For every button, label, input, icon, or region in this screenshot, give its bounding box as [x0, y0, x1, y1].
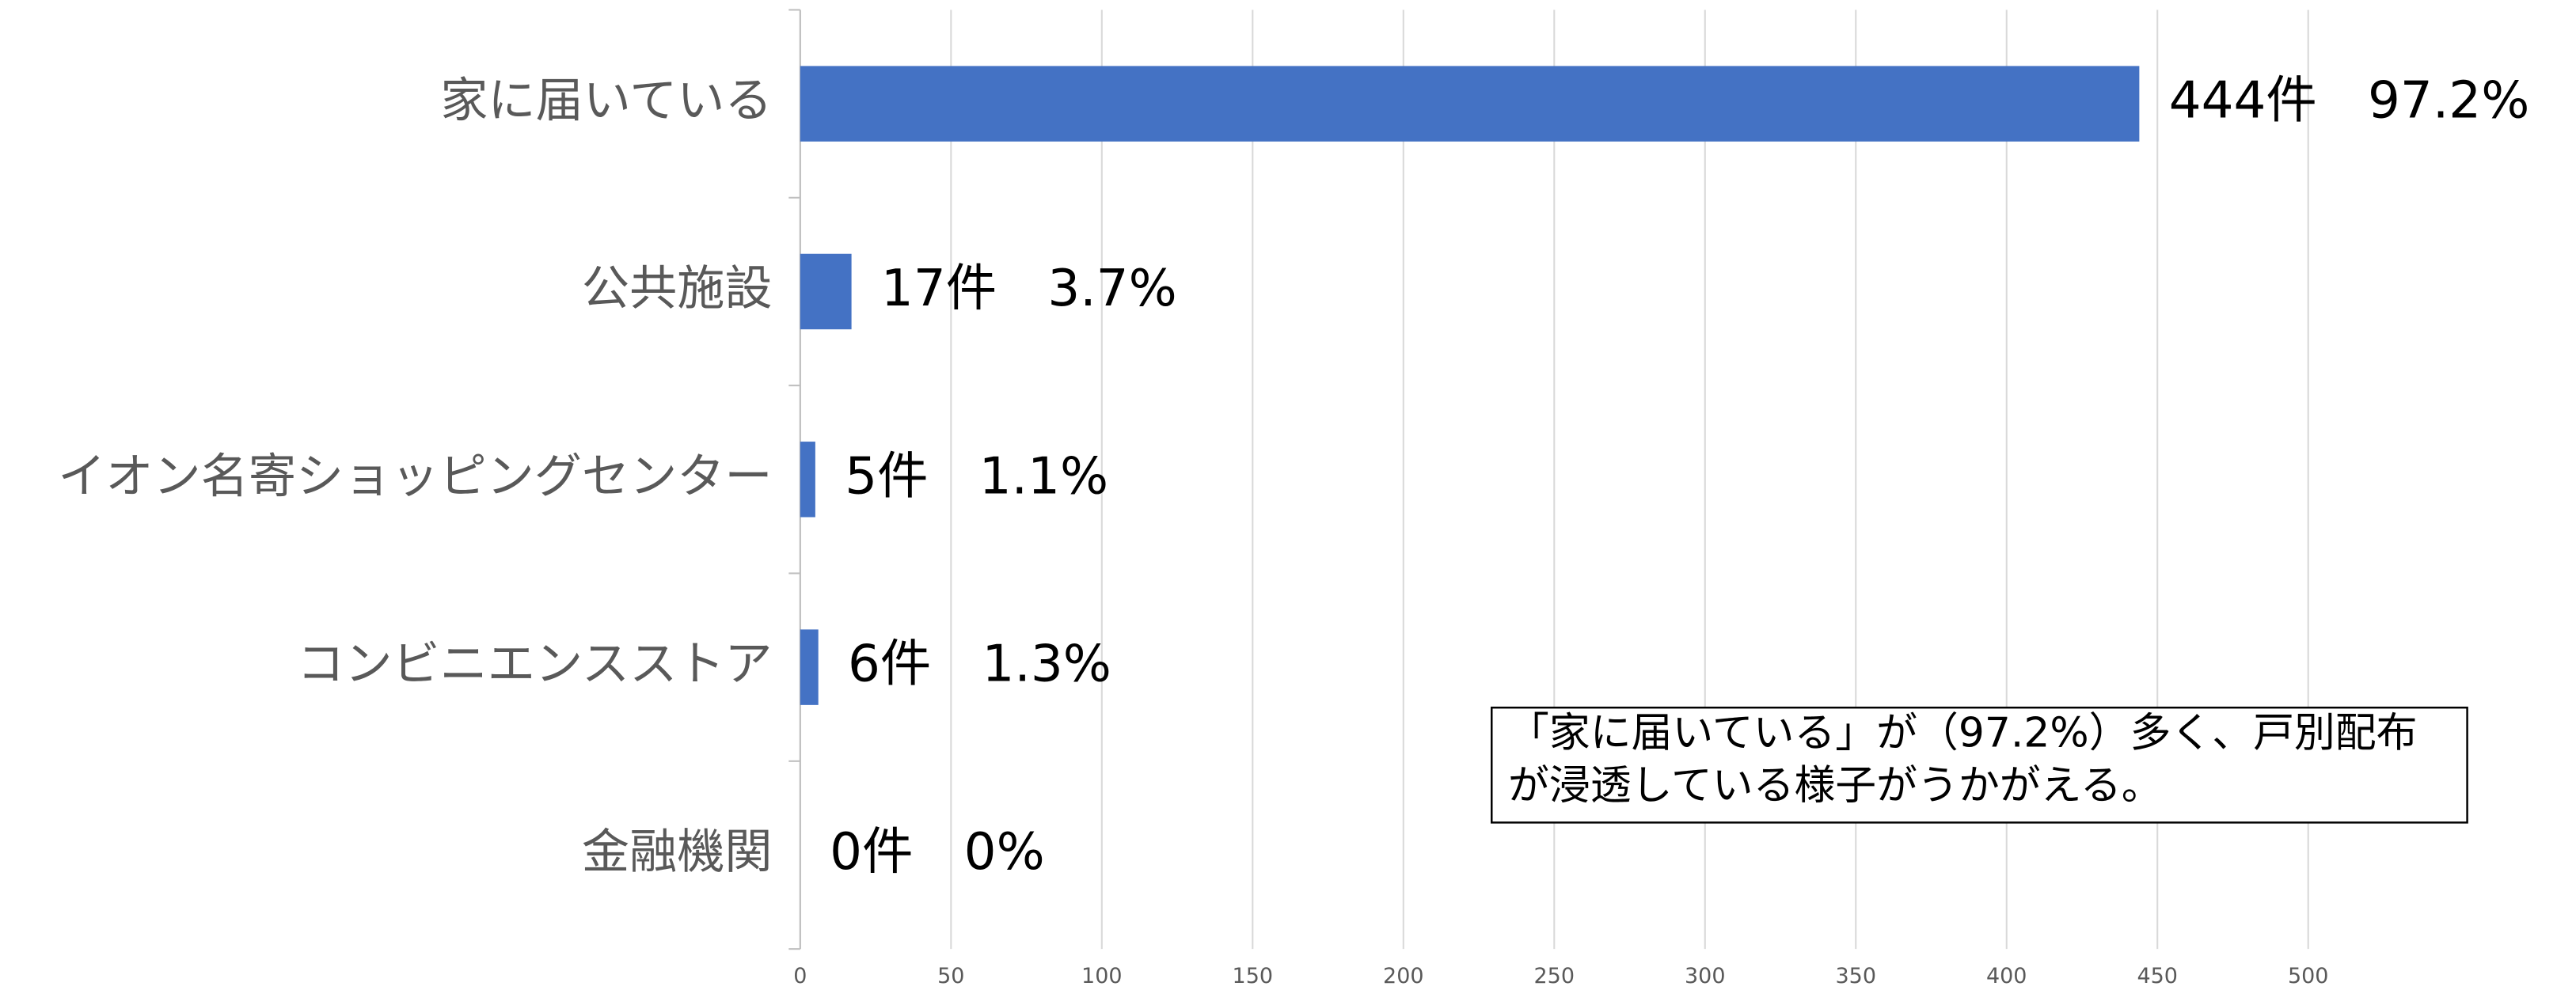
x-tick-label: 450 [2137, 964, 2177, 988]
y-tick-label: 金融機関 [582, 825, 773, 880]
x-tick-label: 300 [1685, 964, 1725, 988]
y-tick-label: イオン名寄ショッピングセンター [58, 449, 772, 504]
x-tick-label: 150 [1233, 964, 1273, 988]
x-tick-label: 350 [1836, 964, 1876, 988]
value-label: 5件 1.1% [845, 446, 1108, 506]
x-tick-label: 0 [793, 964, 807, 988]
x-tick-label: 250 [1534, 964, 1575, 988]
annotation-box [1491, 706, 2468, 824]
x-tick-label: 500 [2288, 964, 2328, 988]
annotation: 「家に届いている」が（97.2%）多く、戸別配布 [1508, 709, 2418, 757]
value-label: 0件 0% [830, 822, 1045, 882]
annotation: が浸透している様子がうかがえる。 [1508, 762, 2163, 810]
bar [800, 442, 815, 518]
x-tick-label: 50 [937, 964, 964, 988]
y-tick-label: 家に届いている [440, 74, 772, 129]
x-tick-label: 400 [1986, 964, 2027, 988]
value-label: 17件 3.7% [881, 259, 1177, 318]
y-tick-label: コンビニエンスストア [297, 637, 772, 692]
x-tick-label: 100 [1081, 964, 1122, 988]
bar [800, 253, 852, 330]
value-label: 444件 97.2% [2169, 71, 2530, 131]
y-tick-label: 公共施設 [582, 261, 773, 317]
value-label: 6件 1.3% [848, 635, 1111, 694]
bar [800, 629, 819, 705]
bar [800, 66, 2140, 142]
x-tick-label: 200 [1383, 964, 1423, 988]
